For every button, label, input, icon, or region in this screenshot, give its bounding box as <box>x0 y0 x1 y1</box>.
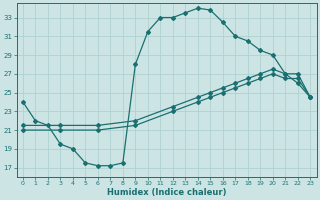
X-axis label: Humidex (Indice chaleur): Humidex (Indice chaleur) <box>107 188 226 197</box>
